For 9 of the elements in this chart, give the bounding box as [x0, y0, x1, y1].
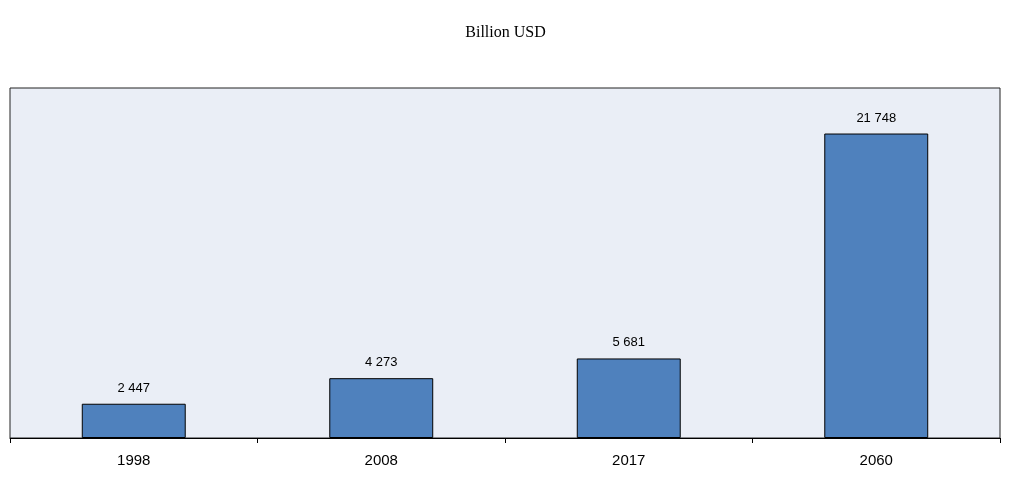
- x-tick-label: 2008: [364, 451, 398, 468]
- data-label: 4 273: [364, 354, 398, 370]
- chart-title: Billion USD: [465, 22, 546, 40]
- data-label: 2 447: [117, 379, 151, 395]
- x-tick-label: 1998: [117, 451, 151, 468]
- x-tick-label: 2060: [859, 451, 893, 468]
- x-tick-label: 2017: [612, 451, 646, 468]
- data-label: 5 681: [612, 334, 646, 350]
- data-label: 21 748: [856, 109, 897, 125]
